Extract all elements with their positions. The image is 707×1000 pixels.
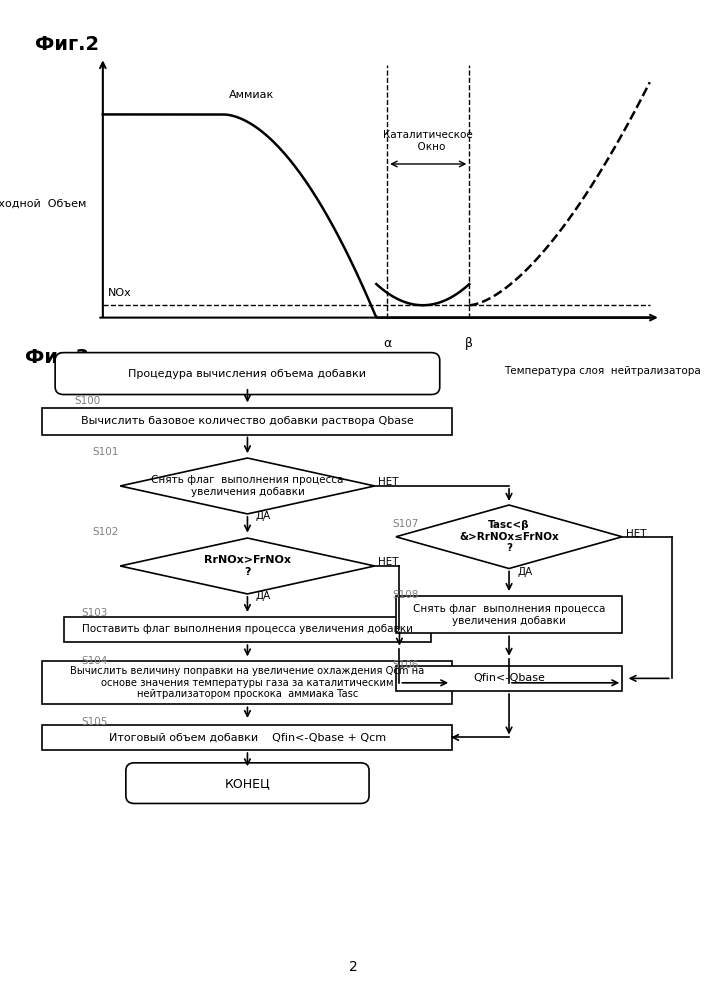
Bar	[64, 617, 431, 642]
Text: Фиг.2: Фиг.2	[35, 35, 100, 54]
Text: S104: S104	[81, 656, 107, 666]
Bar	[42, 408, 452, 435]
Text: RrNOx>FrNOx
?: RrNOx>FrNOx ?	[204, 555, 291, 577]
FancyBboxPatch shape	[126, 763, 369, 803]
Text: Вычислить базовое количество добавки раствора Qbase: Вычислить базовое количество добавки рас…	[81, 416, 414, 426]
Bar	[396, 596, 622, 633]
Polygon shape	[120, 458, 375, 514]
Text: Каталитическое
  Окно: Каталитическое Окно	[383, 130, 473, 152]
Text: ДА: ДА	[256, 511, 271, 521]
Text: ДА: ДА	[256, 591, 271, 601]
Text: НЕТ: НЕТ	[378, 557, 399, 567]
Text: S103: S103	[81, 608, 107, 618]
Text: НЕТ: НЕТ	[378, 477, 399, 487]
Text: S102: S102	[92, 527, 118, 537]
Text: α: α	[383, 337, 392, 350]
Polygon shape	[396, 505, 622, 569]
Text: Поставить флаг выполнения процесса увеличения добавки: Поставить флаг выполнения процесса увели…	[82, 624, 413, 634]
Bar	[42, 725, 452, 750]
Text: Снять флаг  выполнения процесса
увеличения добавки: Снять флаг выполнения процесса увеличени…	[413, 604, 605, 626]
Bar	[396, 666, 622, 691]
Text: β: β	[465, 337, 473, 350]
Text: Аммиак: Аммиак	[228, 90, 274, 100]
Text: S106: S106	[392, 660, 419, 670]
Text: КОНЕЦ: КОНЕЦ	[225, 777, 270, 790]
Polygon shape	[120, 538, 375, 594]
Text: NOx: NOx	[108, 288, 132, 298]
Bar	[42, 661, 452, 704]
Text: Итоговый объем добавки    Qfin<-Qbase + Qcm: Итоговый объем добавки Qfin<-Qbase + Qcm	[109, 732, 386, 742]
Text: Tasc<β
&>RrNOx≤FrNOx
?: Tasc<β &>RrNOx≤FrNOx ?	[459, 520, 559, 553]
Text: Снять флаг  выполнения процесса
увеличения добавки: Снять флаг выполнения процесса увеличени…	[151, 475, 344, 497]
Text: Вычислить величину поправки на увеличение охлаждения Qcm на
основе значения темп: Вычислить величину поправки на увеличени…	[70, 666, 425, 699]
Text: Фиг.3: Фиг.3	[25, 348, 89, 367]
FancyBboxPatch shape	[55, 353, 440, 395]
Text: 2: 2	[349, 960, 358, 974]
Text: Qfin<-Qbase: Qfin<-Qbase	[473, 673, 545, 683]
Text: S107: S107	[392, 519, 419, 529]
Text: Выходной  Объем: Выходной Объем	[0, 199, 86, 209]
Text: S101: S101	[92, 447, 118, 457]
Text: ДА: ДА	[518, 567, 533, 577]
Text: Температура слоя  нейтрализатора: Температура слоя нейтрализатора	[503, 366, 701, 376]
Text: S108: S108	[392, 590, 419, 600]
Text: S100: S100	[74, 396, 100, 406]
Text: НЕТ: НЕТ	[626, 529, 646, 539]
Text: Процедура вычисления объема добавки: Процедура вычисления объема добавки	[129, 369, 366, 379]
Text: S105: S105	[81, 717, 107, 727]
